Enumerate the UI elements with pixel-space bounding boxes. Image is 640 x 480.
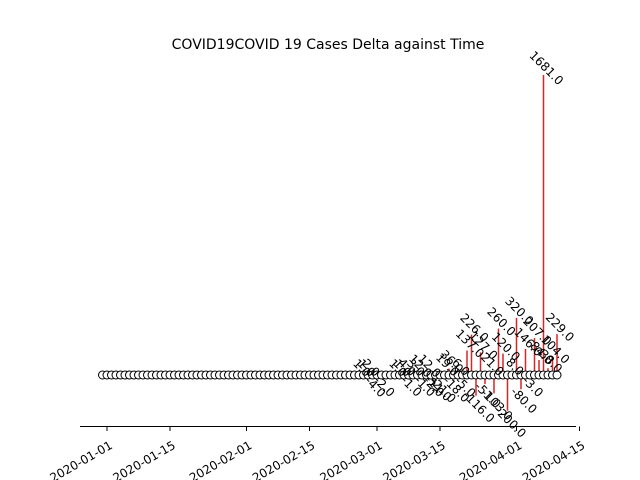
chart-title: COVID19COVID 19 Cases Delta against Time (172, 37, 485, 53)
stem-marker (552, 370, 562, 380)
stem-markers (98, 370, 562, 380)
